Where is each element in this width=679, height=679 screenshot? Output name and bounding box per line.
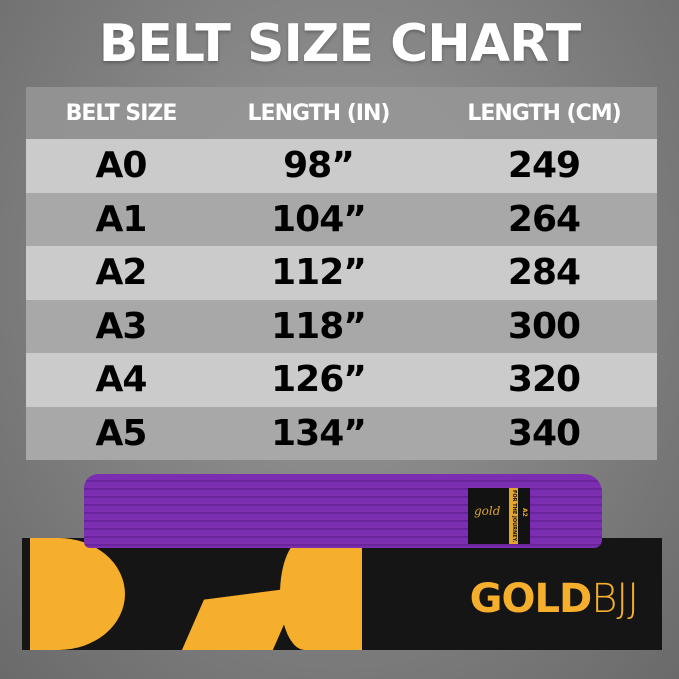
inches-cell: 134” (271, 412, 367, 454)
cm-cell: 300 (507, 305, 581, 347)
box-graphic-shape (173, 587, 301, 650)
header-length-cm: LENGTH (CM) (467, 100, 621, 126)
size-cell: A4 (95, 359, 148, 401)
belt-label-script: gold (474, 504, 501, 518)
cm-cell: 284 (507, 252, 581, 294)
brand-logo: GOLDBJJ (469, 576, 639, 622)
header-belt-size: BELT SIZE (65, 100, 178, 126)
table-row: A1 104” 264 (26, 192, 657, 246)
belt-label-size: A2 (521, 508, 528, 517)
table-row: A5 134” 340 (26, 406, 657, 460)
size-cell: A0 (95, 145, 148, 187)
inches-cell: 98” (283, 145, 355, 187)
cm-cell: 340 (507, 412, 581, 454)
table-row: A4 126” 320 (26, 353, 657, 407)
size-cell: A3 (95, 305, 148, 347)
brand-bold-text: GOLD (469, 576, 593, 622)
inches-cell: 112” (271, 252, 367, 294)
header-length-in: LENGTH (IN) (247, 100, 391, 126)
size-cell: A5 (95, 412, 148, 454)
cm-cell: 320 (507, 359, 581, 401)
belt-label: gold FOR THE JOURNEY. A2 (468, 488, 530, 544)
size-cell: A2 (95, 252, 148, 294)
table-row: A3 118” 300 (26, 299, 657, 353)
box-graphic-shape (30, 538, 125, 650)
table-row: A2 112” 284 (26, 246, 657, 300)
inches-cell: 118” (271, 305, 367, 347)
belt-label-tagline: FOR THE JOURNEY. (511, 489, 517, 543)
chart-title: BELT SIZE CHART (98, 14, 582, 74)
inches-cell: 126” (271, 359, 367, 401)
size-cell: A1 (95, 198, 148, 240)
belt-label-strip: FOR THE JOURNEY. (509, 488, 518, 544)
size-table: BELT SIZE LENGTH (IN) LENGTH (CM) A0 98” 2… (26, 87, 657, 460)
cm-cell: 249 (507, 145, 581, 187)
product-box: GOLDBJJ (22, 538, 662, 650)
table-header: BELT SIZE LENGTH (IN) LENGTH (CM) (26, 87, 657, 139)
cm-cell: 264 (507, 198, 581, 240)
inches-cell: 104” (271, 198, 367, 240)
brand-light-text: BJJ (591, 576, 639, 622)
table-row: A0 98” 249 (26, 139, 657, 193)
